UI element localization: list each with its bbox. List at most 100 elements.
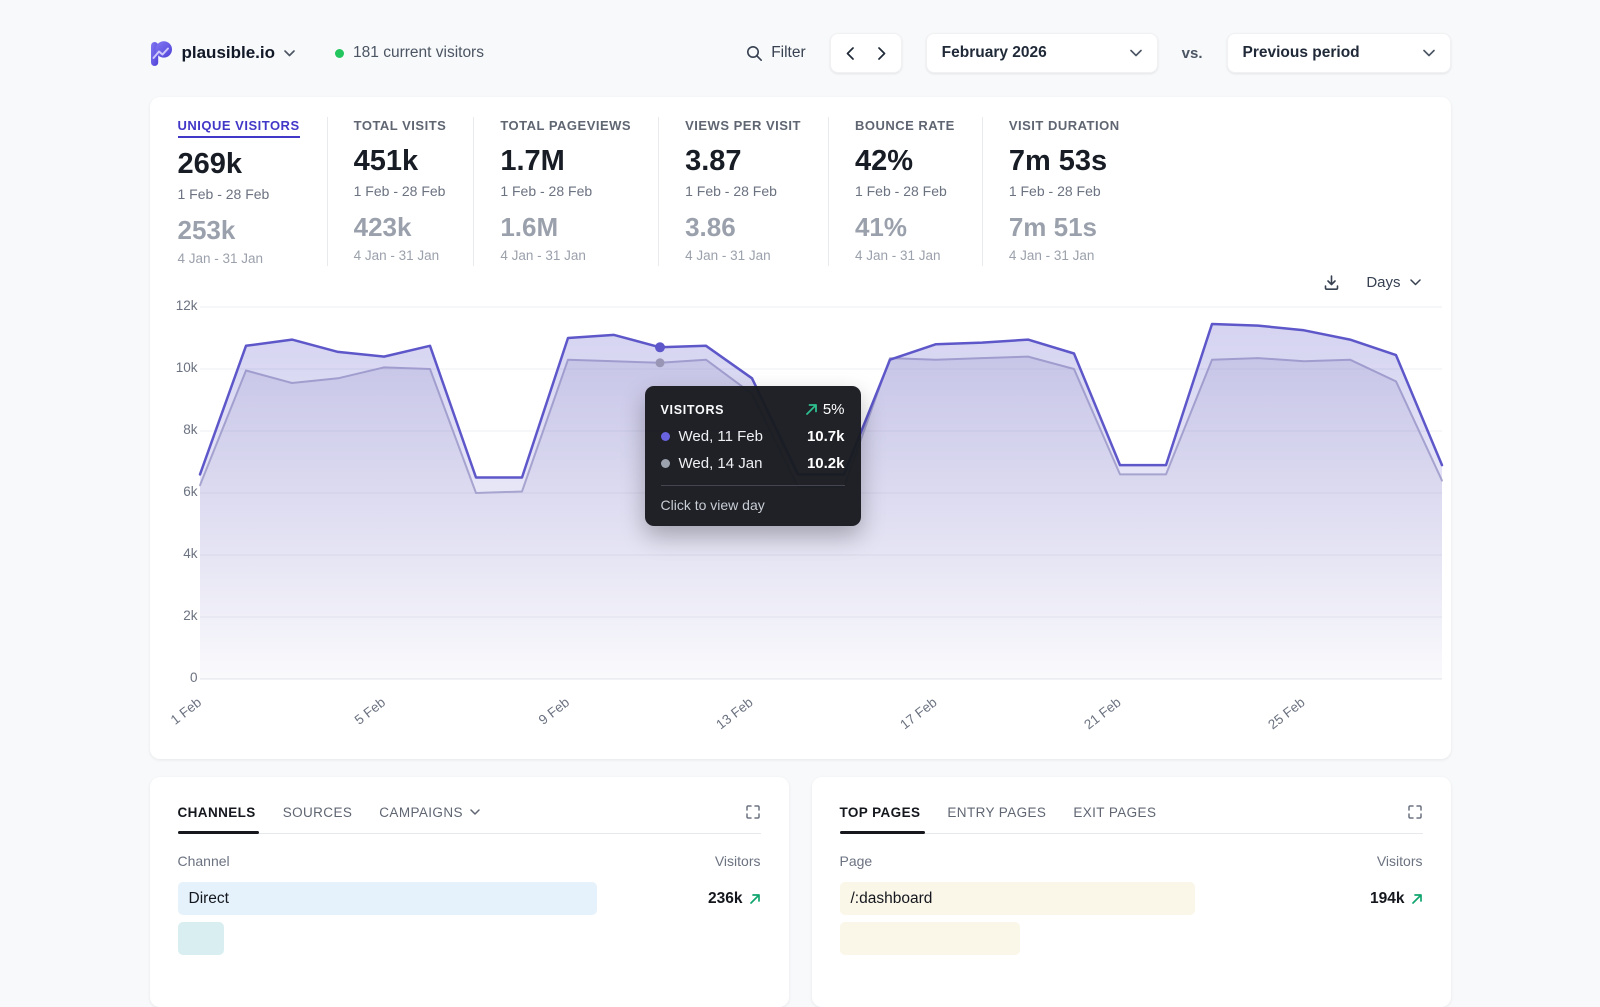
tab-entry-pages[interactable]: ENTRY PAGES: [947, 805, 1046, 820]
tab-exit-pages[interactable]: EXIT PAGES: [1073, 805, 1156, 820]
stat-label: TOTAL VISITS: [353, 118, 447, 133]
tab-sources[interactable]: SOURCES: [283, 805, 353, 820]
stat-value: 42%: [854, 145, 913, 177]
y-tick-label: 6k: [183, 484, 198, 499]
comparison-selector[interactable]: Previous period: [1226, 33, 1451, 73]
pages-tabs: TOP PAGES ENTRY PAGES EXIT PAGES: [840, 804, 1423, 820]
y-tick-label: 0: [189, 670, 198, 685]
previous-series-dot-icon: [660, 459, 670, 468]
tabs-divider: [177, 831, 761, 834]
tooltip-row: Wed, 11 Feb 10.7k: [660, 428, 845, 445]
stat-views-per-visit[interactable]: VIEWS PER VISIT 3.87 1 Feb - 28 Feb 3.86…: [658, 117, 828, 266]
vs-label: vs.: [1181, 44, 1203, 62]
tooltip-change: 5%: [805, 401, 845, 418]
stat-label: VISIT DURATION: [1008, 118, 1120, 133]
stat-prev-value: 7m 51s: [1008, 212, 1098, 242]
stat-prev-value: 253k: [177, 215, 236, 245]
top-nav: plausible.io 181 current visitors Filter: [150, 33, 1451, 73]
tab-top-pages[interactable]: TOP PAGES: [840, 805, 921, 820]
stat-unique-visitors[interactable]: UNIQUE VISITORS 269k 1 Feb - 28 Feb 253k…: [177, 117, 327, 266]
expand-icon: [1407, 805, 1422, 819]
stat-prev-period: 4 Jan - 31 Jan: [685, 248, 771, 263]
stat-prev-period: 4 Jan - 31 Jan: [1008, 248, 1095, 263]
nav-controls: Filter February 2026 vs. Previous period: [746, 33, 1451, 73]
tooltip-value: 10.7k: [806, 428, 845, 445]
row-bar: [839, 882, 1196, 915]
interval-value: Days: [1366, 274, 1401, 291]
interval-selector[interactable]: Days: [1366, 274, 1421, 291]
stat-prev-period: 4 Jan - 31 Jan: [353, 248, 440, 263]
stat-label: VIEWS PER VISIT: [685, 118, 801, 133]
trend-up-icon: [1411, 893, 1422, 904]
stat-label: TOTAL PAGEVIEWS: [500, 118, 632, 133]
stat-bounce-rate[interactable]: BOUNCE RATE 42% 1 Feb - 28 Feb 41% 4 Jan…: [827, 117, 982, 266]
column-headers: Channel Visitors: [178, 853, 761, 869]
stat-prev-period: 4 Jan - 31 Jan: [177, 251, 264, 266]
stat-total-pageviews[interactable]: TOTAL PAGEVIEWS 1.7M 1 Feb - 28 Feb 1.6M…: [473, 117, 658, 266]
page-name: /:dashboard: [850, 889, 933, 907]
stat-value: 451k: [353, 145, 419, 177]
column-headers: Page Visitors: [840, 853, 1423, 869]
current-visitors-label: 181 current visitors: [353, 44, 484, 61]
chevron-down-icon: [470, 808, 480, 815]
period-arrows: [829, 33, 902, 73]
stat-label: UNIQUE VISITORS: [177, 118, 300, 138]
breakdown-row: CHANNELS SOURCES CAMPAIGNS Channel Visit…: [149, 777, 1451, 1007]
tab-label: CAMPAIGNS: [379, 804, 463, 820]
column-header-visitors: Visitors: [714, 853, 761, 869]
expand-icon: [745, 805, 760, 819]
stat-prev-period: 4 Jan - 31 Jan: [854, 248, 941, 263]
expand-button[interactable]: [1407, 804, 1423, 820]
filter-label: Filter: [771, 44, 806, 61]
tooltip-row: Wed, 14 Jan 10.2k: [660, 455, 845, 472]
stat-period: 1 Feb - 28 Feb: [854, 183, 947, 199]
download-button[interactable]: [1323, 274, 1340, 291]
plausible-logo-icon: [150, 40, 173, 66]
tooltip-divider: [660, 485, 845, 486]
chevron-down-icon: [1129, 49, 1142, 57]
date-range-selector[interactable]: February 2026: [925, 33, 1158, 73]
stat-prev-value: 41%: [854, 212, 907, 242]
stat-prev-value: 423k: [353, 212, 412, 242]
download-icon: [1323, 274, 1340, 291]
stat-prev-value: 3.86: [685, 212, 736, 242]
channel-name: Direct: [188, 889, 229, 907]
y-tick-label: 10k: [175, 360, 198, 375]
filter-button[interactable]: Filter: [746, 44, 806, 62]
channel-row[interactable]: [177, 922, 761, 955]
stat-period: 1 Feb - 28 Feb: [353, 183, 446, 199]
stat-visit-duration[interactable]: VISIT DURATION 7m 53s 1 Feb - 28 Feb 7m …: [981, 117, 1147, 266]
previous-period-arrow-button[interactable]: [835, 39, 865, 68]
row-bar: [177, 882, 598, 915]
stat-total-visits[interactable]: TOTAL VISITS 451k 1 Feb - 28 Feb 423k 4 …: [326, 117, 474, 266]
site-switcher[interactable]: plausible.io: [150, 40, 296, 66]
channel-row[interactable]: Direct 236k: [177, 882, 761, 915]
y-tick-label: 4k: [183, 546, 198, 561]
active-tab-underline: [839, 831, 925, 834]
chevron-down-icon: [284, 49, 295, 57]
expand-button[interactable]: [745, 804, 761, 820]
site-name: plausible.io: [181, 43, 276, 62]
search-icon: [746, 45, 763, 62]
stat-period: 1 Feb - 28 Feb: [500, 183, 593, 199]
tab-label: ENTRY PAGES: [947, 804, 1047, 820]
channels-card: CHANNELS SOURCES CAMPAIGNS Channel Visit…: [149, 777, 789, 1007]
current-visitors[interactable]: 181 current visitors: [335, 44, 484, 62]
comparison-value: Previous period: [1242, 44, 1360, 61]
trend-up-icon: [749, 893, 760, 904]
top-stats: UNIQUE VISITORS 269k 1 Feb - 28 Feb 253k…: [177, 117, 1423, 266]
page-row[interactable]: /:dashboard 194k: [839, 882, 1423, 915]
y-tick-label: 12k: [175, 298, 198, 313]
tab-channels[interactable]: CHANNELS: [178, 805, 256, 820]
page-visitors: 194k: [1370, 890, 1422, 908]
page-row[interactable]: [839, 922, 1423, 955]
tab-campaigns[interactable]: CAMPAIGNS: [379, 805, 480, 820]
channels-tabs: CHANNELS SOURCES CAMPAIGNS: [178, 804, 761, 820]
column-header-visitors: Visitors: [1376, 853, 1423, 869]
tab-label: EXIT PAGES: [1073, 804, 1157, 820]
next-period-arrow-button[interactable]: [867, 39, 897, 68]
tooltip-date: Wed, 11 Feb: [678, 428, 764, 445]
stat-period: 1 Feb - 28 Feb: [685, 183, 777, 199]
chart-controls: Days: [180, 274, 1421, 291]
chevron-down-icon: [1422, 49, 1435, 57]
